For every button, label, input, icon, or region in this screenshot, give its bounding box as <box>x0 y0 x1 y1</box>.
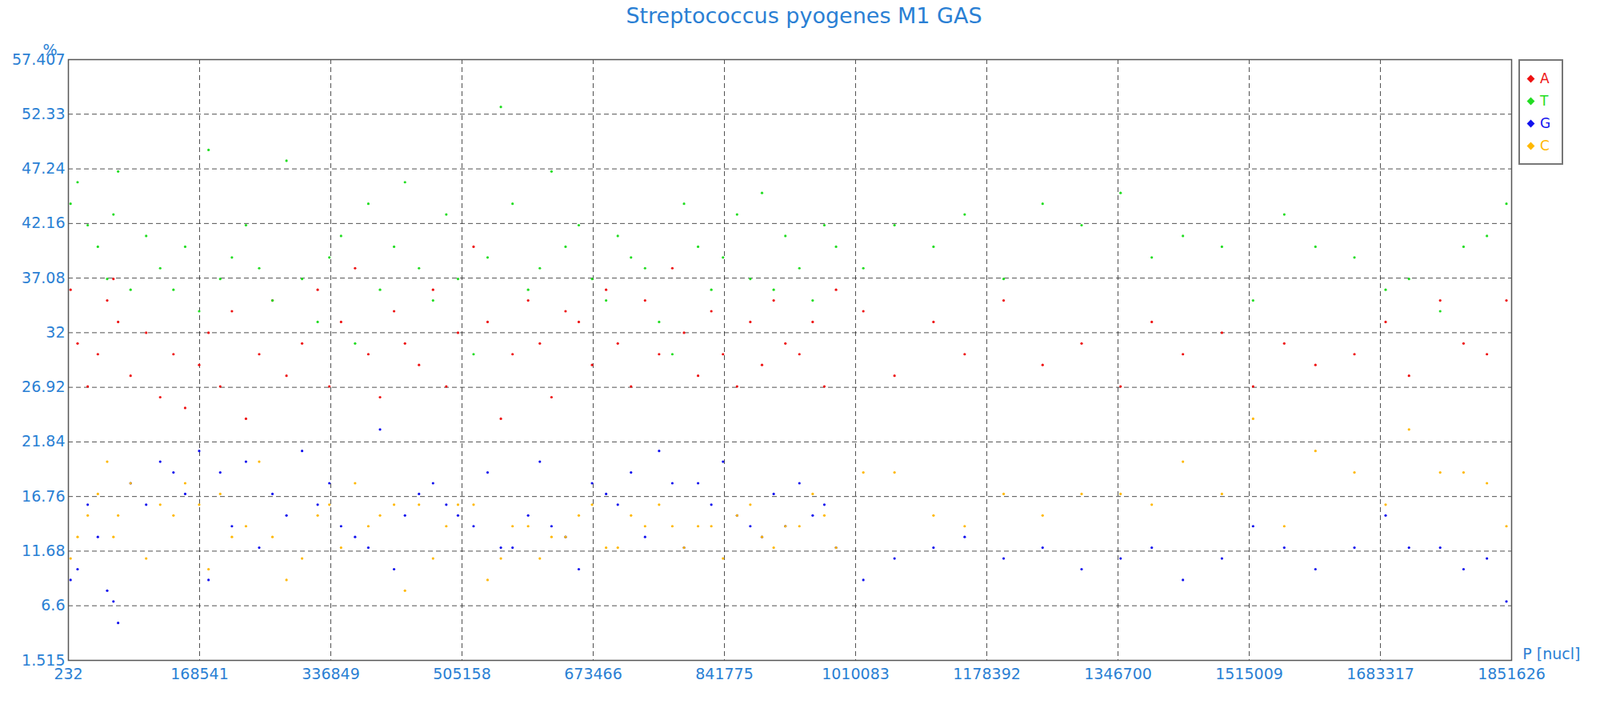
svg-text:505158: 505158 <box>432 664 492 683</box>
html-text:G: G <box>1540 115 1551 132</box>
svg-text:1683317: 1683317 <box>1346 664 1415 683</box>
svg-text:37.08: 37.08 <box>21 268 65 287</box>
svg-text:%: % <box>43 40 58 59</box>
html-text:T: T <box>1540 92 1549 109</box>
svg-text:1010083: 1010083 <box>821 664 890 683</box>
svg-text:52.33: 52.33 <box>21 104 65 123</box>
html-text:A: A <box>1540 70 1550 87</box>
svg-text:32: 32 <box>45 323 65 341</box>
svg-text:1346700: 1346700 <box>1084 664 1152 683</box>
svg-text:26.92: 26.92 <box>21 377 65 396</box>
svg-text:232: 232 <box>53 664 83 683</box>
svg-text:1515009: 1515009 <box>1215 664 1284 683</box>
svg-text:47.24: 47.24 <box>21 159 65 177</box>
svg-text:P [nucl]: P [nucl] <box>1522 644 1580 663</box>
svg-text:42.16: 42.16 <box>21 213 65 232</box>
svg-text:168541: 168541 <box>170 664 229 683</box>
svg-text:11.68: 11.68 <box>21 541 65 560</box>
svg-text:1178392: 1178392 <box>952 664 1021 683</box>
svg-text:1851626: 1851626 <box>1477 664 1546 683</box>
svg-text:21.84: 21.84 <box>21 432 65 450</box>
svg-text:1.515: 1.515 <box>21 651 65 669</box>
svg-text:841775: 841775 <box>695 664 754 683</box>
svg-text:16.76: 16.76 <box>21 487 65 505</box>
svg-text:6.6: 6.6 <box>40 596 65 614</box>
svg-text:336849: 336849 <box>301 664 360 683</box>
svg-text:57.407: 57.407 <box>12 50 66 68</box>
svg-text:673466: 673466 <box>564 664 623 683</box>
html-text:C: C <box>1540 137 1550 154</box>
html-text:Streptococcus pyogenes M1 GAS: Streptococcus pyogenes M1 GAS <box>625 3 983 28</box>
